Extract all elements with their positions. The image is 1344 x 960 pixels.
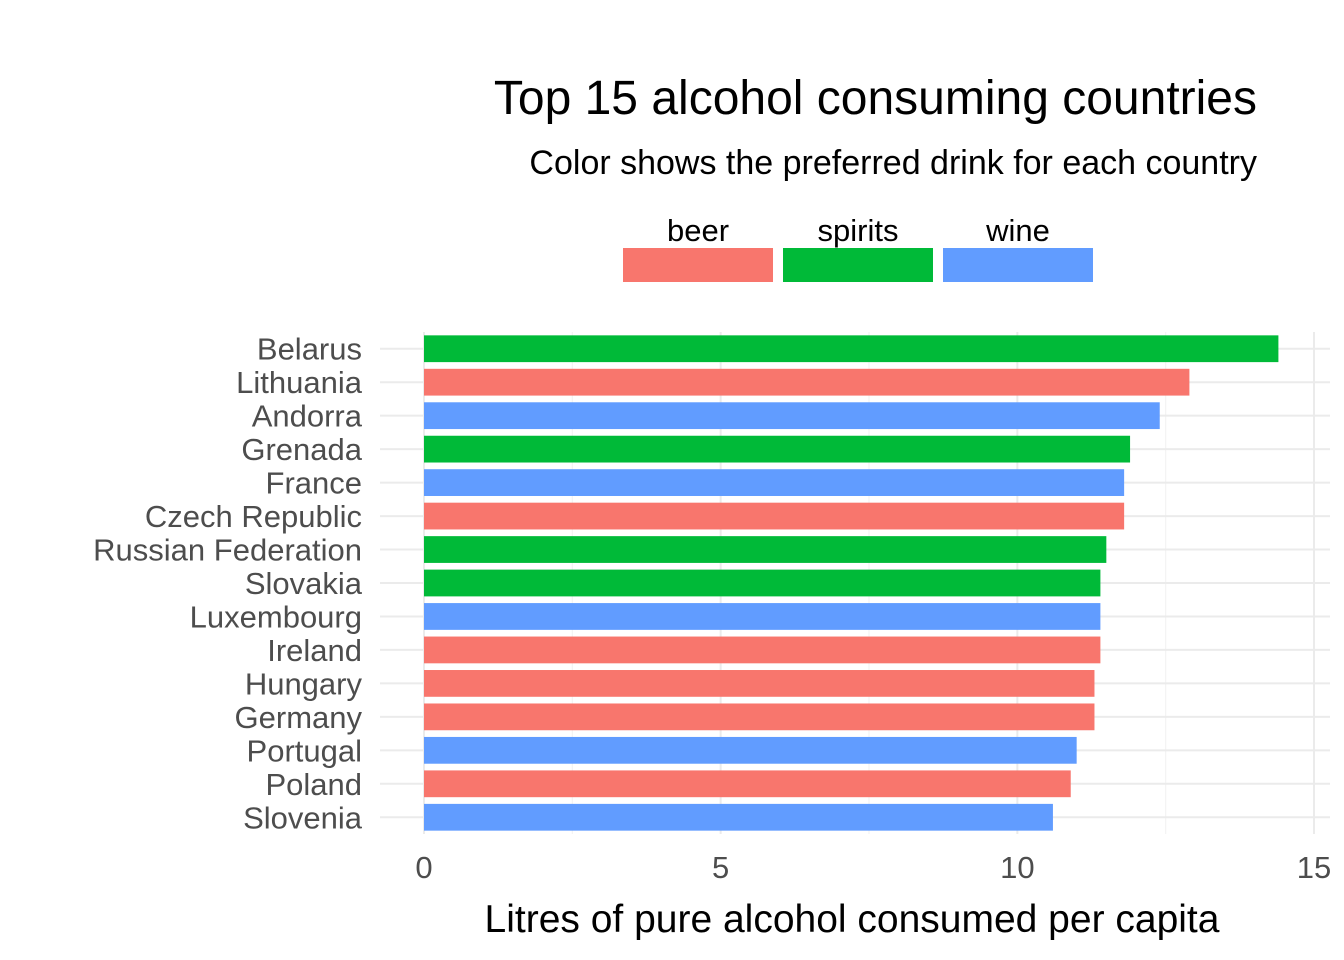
y-tick-label: Grenada bbox=[241, 432, 362, 467]
y-tick-label: Belarus bbox=[257, 332, 362, 367]
bar bbox=[424, 569, 1101, 597]
x-axis-title: Litres of pure alcohol consumed per capi… bbox=[485, 898, 1220, 941]
bar bbox=[424, 803, 1053, 831]
legend-label-wine: wine bbox=[985, 213, 1050, 248]
bar bbox=[424, 536, 1107, 563]
x-tick-label: 0 bbox=[415, 850, 432, 885]
chart-title: Top 15 alcohol consuming countries bbox=[494, 72, 1257, 125]
y-tick-label: Czech Republic bbox=[145, 499, 362, 534]
bar bbox=[424, 335, 1279, 363]
y-tick-label: Lithuania bbox=[236, 365, 363, 400]
y-tick-label: Russian Federation bbox=[93, 533, 362, 568]
y-tick-label: Slovenia bbox=[243, 800, 363, 835]
bar bbox=[424, 670, 1095, 697]
bars bbox=[424, 335, 1279, 831]
x-axis-labels: 0 5 10 15 bbox=[415, 850, 1331, 885]
bar bbox=[424, 736, 1077, 764]
bar bbox=[424, 502, 1125, 530]
y-tick-label: Poland bbox=[265, 767, 362, 802]
x-tick-label: 5 bbox=[712, 850, 729, 885]
bar bbox=[424, 703, 1095, 731]
x-tick-label: 15 bbox=[1297, 850, 1331, 885]
y-tick-label: Germany bbox=[235, 700, 363, 735]
bar bbox=[424, 636, 1101, 664]
legend-key-spirits bbox=[783, 248, 933, 282]
bar bbox=[424, 770, 1071, 798]
y-tick-label: Andorra bbox=[252, 399, 363, 434]
bar bbox=[424, 469, 1125, 496]
legend: beer spirits wine bbox=[623, 213, 1093, 282]
legend-key-beer bbox=[623, 248, 773, 282]
legend-key-wine bbox=[943, 248, 1093, 282]
bar bbox=[424, 603, 1101, 630]
y-tick-label: Hungary bbox=[245, 666, 363, 701]
y-tick-label: Luxembourg bbox=[190, 599, 362, 634]
chart-subtitle: Color shows the preferred drink for each… bbox=[529, 144, 1257, 182]
x-tick-label: 10 bbox=[1000, 850, 1034, 885]
bar bbox=[424, 368, 1190, 396]
bar bbox=[424, 435, 1131, 463]
legend-label-spirits: spirits bbox=[818, 213, 899, 248]
y-tick-label: Slovakia bbox=[245, 566, 363, 601]
bar bbox=[424, 402, 1160, 430]
y-tick-label: France bbox=[266, 466, 362, 501]
legend-label-beer: beer bbox=[667, 213, 729, 248]
y-axis-labels: BelarusLithuaniaAndorraGrenadaFranceCzec… bbox=[93, 332, 363, 836]
y-tick-label: Ireland bbox=[267, 633, 362, 668]
y-tick-label: Portugal bbox=[247, 733, 362, 768]
